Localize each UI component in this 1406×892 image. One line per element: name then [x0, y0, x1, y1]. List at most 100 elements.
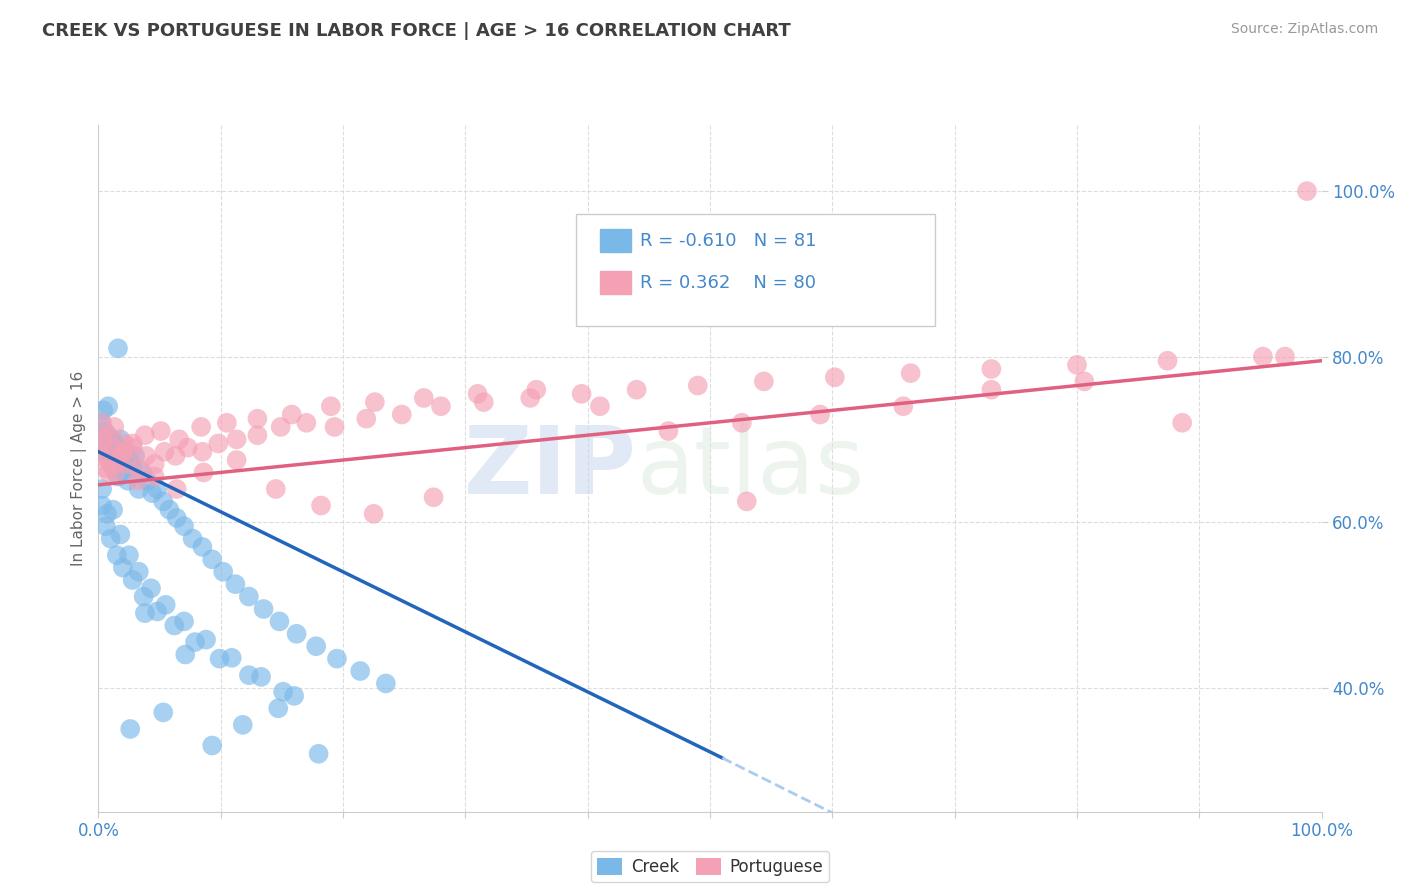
- Point: [589, 399, 612, 413]
- Point: [165, 449, 187, 463]
- Point: [104, 461, 127, 475]
- Point: [132, 590, 155, 604]
- Point: [128, 461, 150, 475]
- Point: [110, 433, 132, 447]
- Point: [104, 466, 127, 480]
- Point: [374, 676, 396, 690]
- Point: [163, 618, 186, 632]
- Point: [225, 453, 247, 467]
- Point: [139, 582, 162, 596]
- Point: [524, 383, 547, 397]
- Point: [1073, 375, 1095, 389]
- Point: [285, 627, 308, 641]
- Point: [173, 615, 195, 629]
- Point: [686, 378, 709, 392]
- Point: [1296, 184, 1319, 198]
- Point: [108, 453, 131, 467]
- Point: [305, 639, 328, 653]
- Point: [891, 399, 914, 413]
- Point: [252, 602, 274, 616]
- Point: [120, 722, 142, 736]
- Point: [111, 444, 134, 458]
- Point: [190, 420, 212, 434]
- Point: [94, 461, 117, 475]
- Point: [101, 457, 124, 471]
- Point: [128, 482, 150, 496]
- Point: [90, 416, 112, 430]
- Point: [117, 457, 139, 471]
- Point: [94, 519, 117, 533]
- Point: [221, 650, 243, 665]
- Point: [94, 444, 117, 458]
- Point: [90, 449, 112, 463]
- Point: [323, 420, 346, 434]
- Point: [1066, 358, 1088, 372]
- Point: [110, 527, 132, 541]
- Point: [91, 416, 114, 430]
- Point: [430, 399, 453, 413]
- Text: R = -0.610   N = 81: R = -0.610 N = 81: [640, 232, 817, 250]
- Point: [157, 502, 180, 516]
- Text: atlas: atlas: [637, 422, 865, 515]
- Point: [246, 428, 269, 442]
- Point: [91, 433, 114, 447]
- Point: [271, 684, 294, 698]
- Point: [143, 457, 166, 471]
- Point: [101, 502, 124, 516]
- Point: [105, 441, 128, 455]
- Point: [735, 494, 758, 508]
- Point: [215, 416, 238, 430]
- Point: [136, 474, 159, 488]
- Point: [117, 474, 139, 488]
- Point: [238, 668, 260, 682]
- Point: [101, 441, 124, 455]
- Point: [107, 469, 129, 483]
- Point: [166, 511, 188, 525]
- Point: [124, 449, 146, 463]
- Point: [657, 424, 679, 438]
- Point: [308, 747, 330, 761]
- Point: [1171, 416, 1194, 430]
- Point: [212, 565, 235, 579]
- Point: [349, 664, 371, 678]
- Text: Source: ZipAtlas.com: Source: ZipAtlas.com: [1230, 22, 1378, 37]
- Point: [91, 403, 114, 417]
- Point: [201, 552, 224, 566]
- Point: [173, 519, 195, 533]
- Point: [91, 436, 114, 450]
- Point: [264, 482, 287, 496]
- Point: [283, 689, 305, 703]
- Point: [153, 444, 176, 458]
- Point: [980, 362, 1002, 376]
- Point: [232, 718, 254, 732]
- Point: [225, 433, 247, 447]
- Point: [91, 436, 114, 450]
- Point: [246, 411, 269, 425]
- Point: [166, 482, 188, 496]
- Point: [121, 436, 143, 450]
- Point: [103, 457, 125, 471]
- Text: ZIP: ZIP: [464, 422, 637, 515]
- Point: [391, 408, 413, 422]
- Point: [309, 499, 332, 513]
- Point: [319, 399, 342, 413]
- Point: [412, 391, 434, 405]
- Point: [121, 573, 143, 587]
- Point: [100, 433, 122, 447]
- Point: [1251, 350, 1274, 364]
- Point: [93, 424, 115, 438]
- Point: [752, 375, 775, 389]
- Point: [134, 428, 156, 442]
- Point: [146, 482, 169, 496]
- Point: [184, 635, 207, 649]
- Point: [128, 565, 150, 579]
- Point: [224, 577, 246, 591]
- Point: [356, 411, 378, 425]
- Point: [195, 632, 218, 647]
- Point: [295, 416, 318, 430]
- Point: [121, 461, 143, 475]
- Point: [143, 469, 166, 483]
- Point: [152, 706, 174, 720]
- Point: [191, 444, 214, 458]
- Point: [201, 739, 224, 753]
